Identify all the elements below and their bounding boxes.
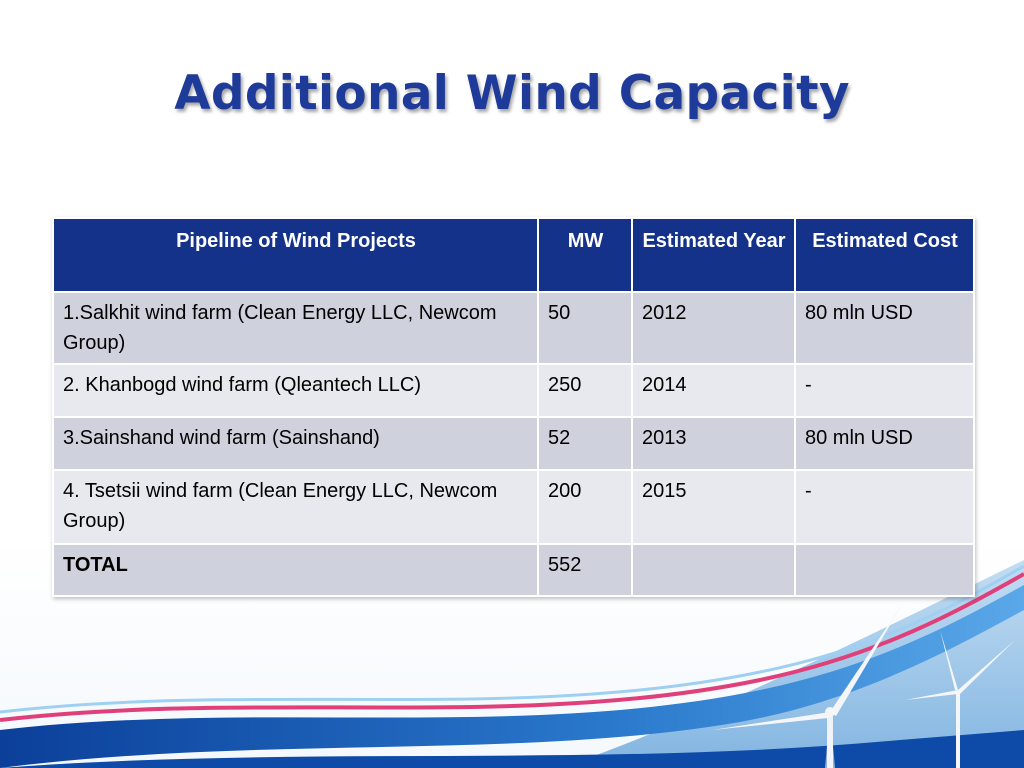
cell-year — [631, 543, 796, 597]
cell-project: 2. Khanbogd wind farm (Qleantech LLC) — [52, 363, 539, 418]
cell-cost — [794, 543, 975, 597]
cell-total-mw: 552 — [537, 543, 633, 597]
header-mw: MW — [537, 217, 633, 293]
cell-mw: 250 — [537, 363, 633, 418]
cell-cost: 80 mln USD — [794, 291, 975, 365]
cell-project: 3.Sainshand wind farm (Sainshand) — [52, 416, 539, 471]
table-row: 4. Tsetsii wind farm (Clean Energy LLC, … — [52, 469, 975, 545]
cell-mw: 50 — [537, 291, 633, 365]
wind-projects-table: Pipeline of Wind Projects MW Estimated Y… — [52, 217, 975, 597]
cell-year: 2013 — [631, 416, 796, 471]
cell-total-label: TOTAL — [52, 543, 539, 597]
table-total-row: TOTAL 552 — [52, 543, 975, 597]
cell-project: 1.Salkhit wind farm (Clean Energy LLC, N… — [52, 291, 539, 365]
cell-mw: 52 — [537, 416, 633, 471]
table-row: 3.Sainshand wind farm (Sainshand) 52 201… — [52, 416, 975, 471]
cell-year: 2015 — [631, 469, 796, 545]
header-estimated-year: Estimated Year — [631, 217, 796, 293]
header-estimated-cost: Estimated Cost — [794, 217, 975, 293]
cell-cost: 80 mln USD — [794, 416, 975, 471]
header-projects: Pipeline of Wind Projects — [52, 217, 539, 293]
table-row: 2. Khanbogd wind farm (Qleantech LLC) 25… — [52, 363, 975, 418]
cell-year: 2014 — [631, 363, 796, 418]
table-header-row: Pipeline of Wind Projects MW Estimated Y… — [52, 217, 975, 293]
cell-cost: - — [794, 469, 975, 545]
cell-cost: - — [794, 363, 975, 418]
cell-mw: 200 — [537, 469, 633, 545]
cell-year: 2012 — [631, 291, 796, 365]
table-row: 1.Salkhit wind farm (Clean Energy LLC, N… — [52, 291, 975, 365]
cell-project: 4. Tsetsii wind farm (Clean Energy LLC, … — [52, 469, 539, 545]
slide-title: Additional Wind Capacity — [174, 66, 850, 121]
